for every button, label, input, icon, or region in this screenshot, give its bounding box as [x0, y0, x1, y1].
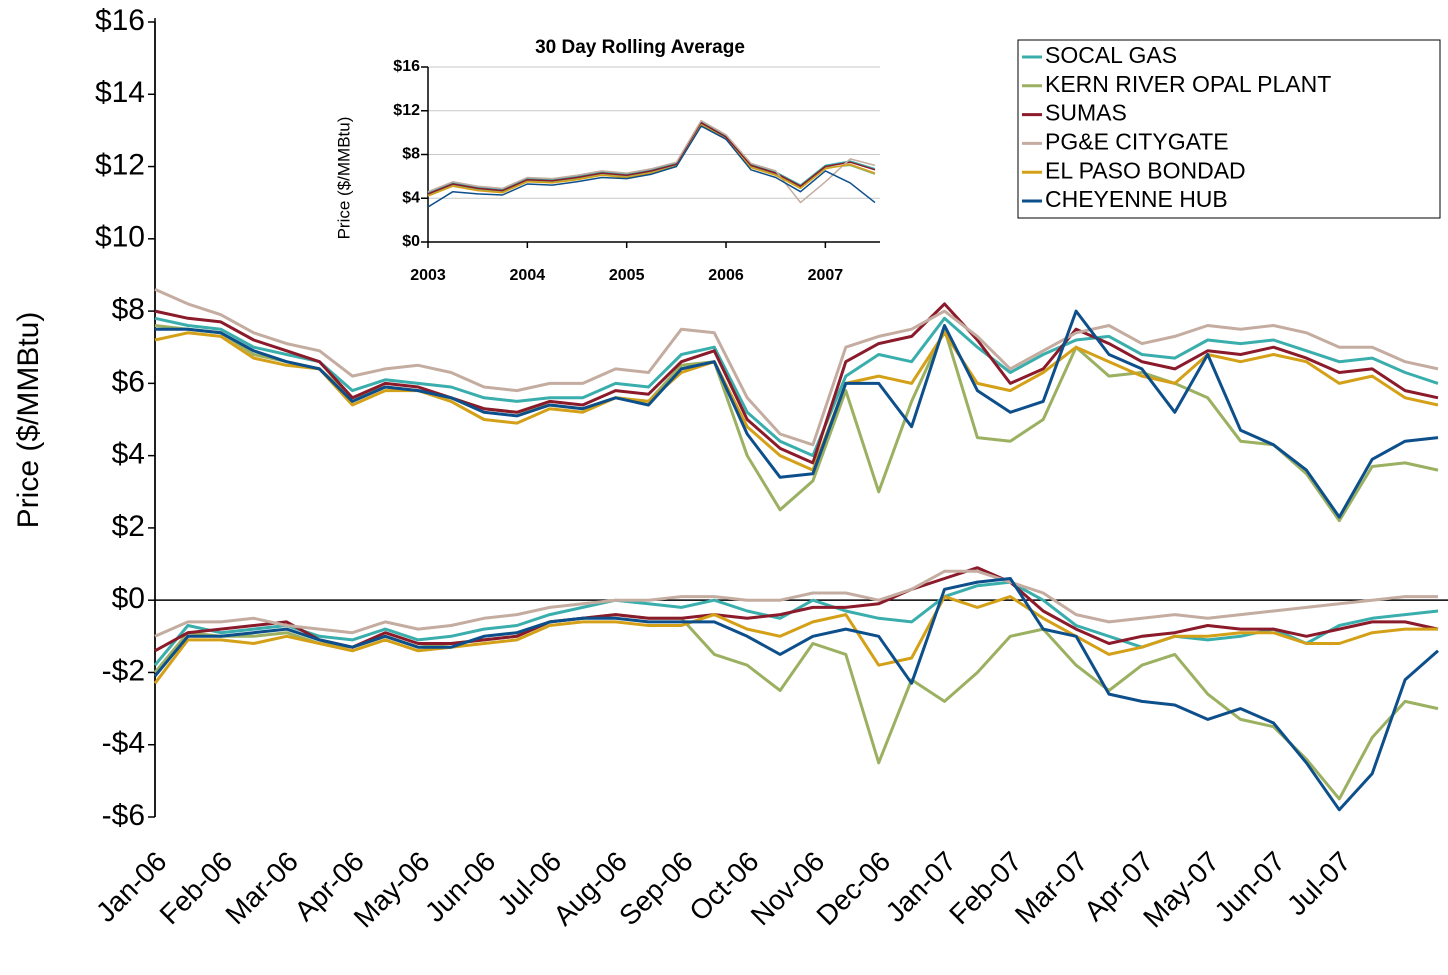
series-line — [154, 331, 1439, 472]
x-tick-label: Feb-06 — [154, 846, 239, 931]
x-tick-label: Jul-07 — [1281, 846, 1357, 922]
basis-line — [153, 577, 1439, 812]
y-tick-label: $2 — [112, 510, 145, 543]
basis-line — [153, 595, 1438, 685]
basis-line — [153, 580, 1439, 667]
series-line — [154, 288, 1439, 447]
legend-label: CHEYENNE HUB — [1045, 186, 1228, 212]
inset-title: 30 Day Rolling Average — [535, 37, 745, 58]
y-tick-label: -$4 — [102, 727, 145, 760]
y-tick-label: $6 — [112, 365, 145, 398]
y-tick-label: $16 — [393, 58, 420, 75]
legend-label: SOCAL GAS — [1045, 42, 1177, 68]
x-tick-label: Aug-06 — [547, 846, 633, 932]
y-tick-label: -$2 — [102, 654, 145, 687]
series-line — [427, 119, 876, 204]
x-tick-label: Jun-06 — [419, 846, 501, 928]
y-tick-label: $8 — [112, 293, 145, 326]
series-line — [154, 316, 1439, 458]
legend-label: EL PASO BONDAD — [1045, 157, 1246, 183]
basis-line — [154, 566, 1439, 653]
legend — [1017, 39, 1441, 219]
y-tick-label: $0 — [402, 233, 420, 250]
legend-label: KERN RIVER OPAL PLANT — [1045, 71, 1331, 97]
x-tick-label: 2004 — [510, 267, 546, 284]
y-tick-label: $16 — [95, 4, 145, 37]
series-line — [154, 324, 1439, 523]
x-tick-label: Jun-07 — [1209, 846, 1291, 928]
x-tick-label: 2003 — [410, 267, 446, 284]
y-tick-label: $4 — [402, 189, 420, 206]
y-tick-label: $4 — [112, 438, 145, 471]
y-tick-label: $12 — [393, 102, 420, 119]
x-tick-label: Dec-06 — [810, 846, 896, 932]
series-line — [155, 309, 1439, 519]
x-tick-label: Mar-06 — [219, 846, 304, 931]
series-line — [427, 123, 876, 196]
basis-line — [154, 569, 1438, 638]
y-axis-label: Price ($/MMBtu) — [12, 312, 45, 529]
x-tick-label: 2006 — [708, 267, 744, 284]
x-tick-label: Feb-07 — [943, 846, 1028, 931]
x-tick-label: Mar-07 — [1009, 846, 1094, 931]
series-line — [427, 120, 876, 194]
series-line — [427, 124, 876, 197]
x-tick-label: 2007 — [808, 267, 844, 284]
y-tick-label: $14 — [95, 76, 145, 109]
inset-background — [318, 30, 912, 292]
series-line — [427, 122, 876, 195]
series-line — [427, 125, 876, 208]
legend-label: PG&E CITYGATE — [1045, 128, 1229, 154]
inset-y-label: Price ($/MMBtu) — [334, 117, 353, 240]
x-tick-label: 2005 — [609, 267, 645, 284]
y-tick-label: $10 — [95, 221, 145, 254]
y-tick-label: $0 — [112, 582, 145, 615]
basis-line — [153, 613, 1439, 801]
y-tick-label: $8 — [402, 146, 420, 163]
x-tick-label: Sep-06 — [613, 846, 699, 932]
legend-label: SUMAS — [1045, 100, 1127, 126]
y-tick-label: $12 — [95, 148, 145, 181]
y-tick-label: -$6 — [102, 799, 145, 832]
series-line — [154, 302, 1439, 465]
x-tick-label: Nov-06 — [745, 846, 831, 932]
